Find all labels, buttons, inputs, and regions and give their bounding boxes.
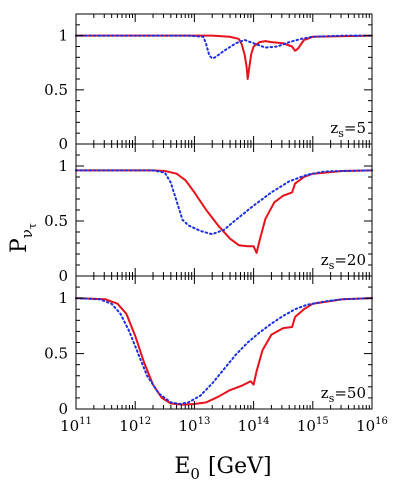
x-axis-title-main: E [174,454,190,479]
x-tick-label: 1016 [356,416,388,435]
panel-3-series-1-line [75,297,373,406]
annotation-sub: s [329,392,335,405]
x-axis-title-unit: [GeV] [208,454,272,479]
annotation-value: =50 [334,384,366,402]
x-tick-label-base: 10 [178,417,197,435]
x-tick-labels: 1011 1012 1013 1014 1015 1016 [60,416,388,435]
x-axis-title-sub: 0 [190,465,200,483]
annotation-main: z [321,384,329,402]
panel-2-annotation: zs=20 [321,251,366,272]
panel-1-y-tick-label: 1 [58,27,68,45]
x-tick-label: 1014 [238,416,270,435]
panel-3-y-tick-label: 1 [58,289,68,307]
panel-1-frame [75,13,373,145]
panel-2-y-tick-label: 1 [58,157,68,175]
panel-1-series-2-line [75,34,373,60]
panel-2-series-2-line [75,169,373,236]
x-tick-label-base: 10 [297,417,316,435]
panel-3-series-2-line [75,297,373,406]
y-axis-title-main: P [7,238,32,253]
panel-1-y-tick-label: 0 [58,135,68,153]
annotation-main: z [321,251,329,269]
x-tick-label: 1013 [178,416,210,435]
panel-1: 1 0.5 0 zs=5 [44,13,373,153]
panel-3: 1 0.5 0 zs=50 [44,275,373,418]
x-tick-label-base: 10 [238,417,257,435]
x-tick-label: 1012 [119,416,151,435]
x-tick-label: 1015 [297,416,329,435]
annotation-value: =5 [344,119,366,137]
panel-3-annotation: zs=50 [321,384,366,405]
x-tick-label-base: 10 [60,417,79,435]
x-tick-label-exponent: 11 [79,416,92,427]
annotation-sub: s [329,259,335,272]
x-tick-label-exponent: 12 [138,416,151,427]
x-tick-label-base: 10 [356,417,375,435]
panel-2: 1 0.5 0 zs=20 [44,143,373,285]
y-axis-title: Pντ [7,223,39,253]
x-tick-label-base: 10 [119,417,138,435]
x-tick-label-exponent: 13 [198,416,211,427]
x-axis-title: E0 [GeV] [174,454,271,483]
panel-2-series-1-line [75,169,373,254]
annotation-value: =20 [334,251,366,269]
panel-3-y-tick-label: 0 [58,400,68,418]
y-axis-title-subsub: τ [26,223,39,229]
panel-2-y-tick-label: 0.5 [44,212,68,230]
annotation-main: z [330,119,338,137]
y-axis-title-sub: ν [18,229,36,238]
x-tick-label-exponent: 14 [257,416,270,427]
annotation-sub: s [338,127,344,140]
x-tick-label: 1011 [60,416,92,435]
panel-1-series-1-line [75,34,373,80]
x-tick-label-exponent: 15 [316,416,329,427]
panel-1-y-tick-label: 0.5 [44,81,68,99]
panel-3-y-tick-label: 0.5 [44,345,68,363]
panel-2-y-tick-label: 0 [58,267,68,285]
x-tick-label-exponent: 16 [375,416,388,427]
panel-1-annotation: zs=5 [330,119,366,140]
